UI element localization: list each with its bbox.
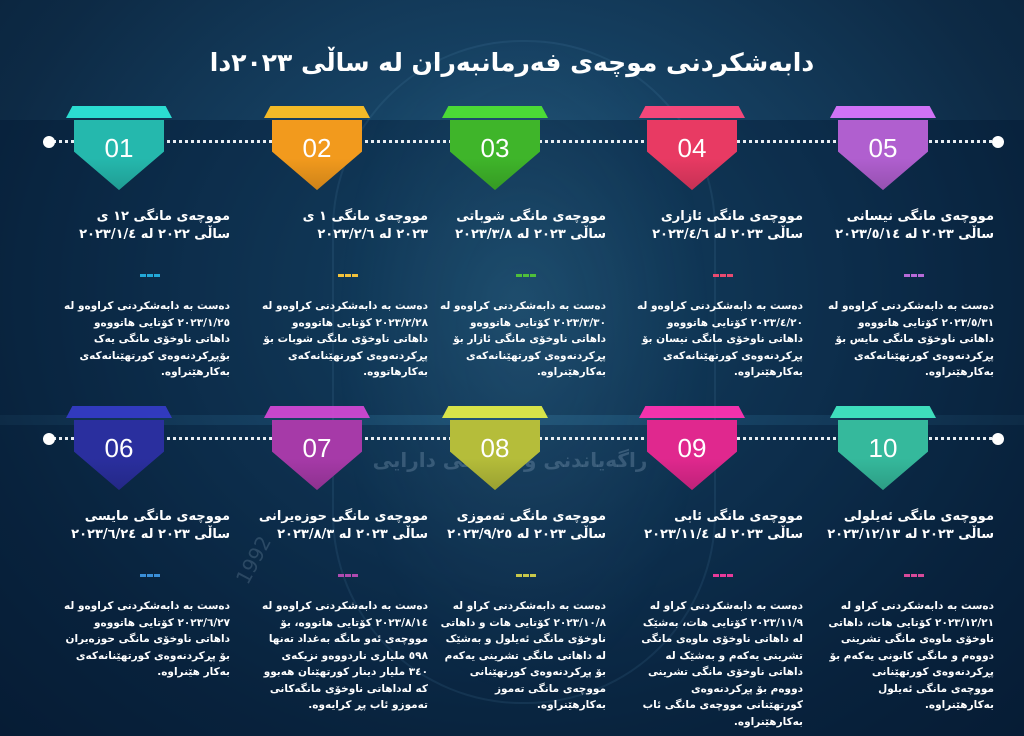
ribbon-tab: [66, 106, 172, 118]
ribbon-tab: [442, 106, 548, 118]
timeline-dot-bottom-right: [992, 433, 1004, 445]
card-body: دەست بە دابەشکردنی کراو لە ٢٠٢٣/١٠/٨ کۆت…: [440, 600, 606, 711]
card-heading: مووچەی مانگی نیسانی ساڵی ٢٠٢٣ لە ٢٠٢٣/٥/١…: [818, 208, 994, 244]
card-heading: مووچەی مانگی ئازاری ساڵی ٢٠٢٣ لە ٢٠٢٣/٤/٦: [627, 208, 803, 244]
card-body: دەست بە دابەشکردنی کراوەو لە ٢٠٢٣/١/٢٥ ک…: [64, 300, 230, 378]
card-divider: [140, 574, 160, 577]
card-title: مووچەی مانگی ١٢ ی: [96, 209, 230, 224]
card-heading: مووچەی مانگی شوباتی ساڵی ٢٠٢٣ لە ٢٠٢٣/٣/٨: [430, 208, 606, 244]
ribbon-tab: [442, 406, 548, 418]
card-divider: [713, 574, 733, 577]
ribbon-tab: [264, 106, 370, 118]
ribbon-tab: [639, 106, 745, 118]
card-divider: [338, 574, 358, 577]
card-divider: [140, 274, 160, 277]
card-subtitle: ساڵی ٢٠٢٣ لە ٢٠٢٣/٦/٢٤: [71, 527, 230, 542]
card-body: دەست بە دابەشکردنی کراوەو لە ٢٠٢٣/٦/٢٧ ک…: [64, 600, 230, 678]
card-title: مووچەی مانگی ئازاری: [660, 209, 803, 224]
card-subtitle: ساڵی ٢٠٢٣ لە ٢٠٢٣/٥/١٤: [835, 227, 994, 242]
card-divider: [516, 574, 536, 577]
card-divider: [904, 274, 924, 277]
card-divider: [713, 274, 733, 277]
card-heading: مووچەی مانگی تەموزی ساڵی ٢٠٢٣ لە ٢٠٢٣/٩/٢…: [430, 508, 606, 544]
card-title: مووچەی مانگی حوزەیرانی: [258, 509, 428, 524]
card-heading: مووچەی مانگی مایسی ساڵی ٢٠٢٣ لە ٢٠٢٣/٦/٢٤: [54, 508, 230, 544]
ribbon-tab: [66, 406, 172, 418]
card-heading: مووچەی مانگی ئەیلولی ساڵی ٢٠٢٣ لە ٢٠٢٣/١٢…: [818, 508, 994, 544]
card-body: دەست بە دابەشکردنی کراوەو لە ٢٠٢٣/٤/٢٠ ک…: [637, 300, 803, 378]
card-subtitle: ساڵی ٢٠٢٣ لە ٢٠٢٣/٤/٦: [652, 227, 803, 242]
card-body: دەست بە دابەشکردنی کراوەو لە ٢٠٢٣/٢/٢٨ ک…: [262, 300, 428, 378]
timeline-dot-top-left: [43, 136, 55, 148]
card-body: دەست بە دابەشکردنی کراوەو لە ٢٠٢٣/٣/٣٠ ک…: [440, 300, 606, 378]
card-divider: [338, 274, 358, 277]
card-body: دەست بە دابەشکردنی کراو لە ٢٠٢٣/١١/٩ کۆت…: [641, 600, 803, 728]
card-title: مووچەی مانگی تەموزی: [456, 509, 606, 524]
card-heading: مووچەی مانگی ١ ی ٢٠٢٣ لە ٢٠٢٣/٢/٦: [252, 208, 428, 244]
card-subtitle: ساڵی ٢٠٢٣ لە ٢٠٢٣/٩/٢٥: [447, 527, 606, 542]
timeline-dot-bottom-left: [43, 433, 55, 445]
card-subtitle: ٢٠٢٣ لە ٢٠٢٣/٢/٦: [317, 227, 428, 242]
ribbon-tab: [264, 406, 370, 418]
timeline-dot-top-right: [992, 136, 1004, 148]
card-subtitle: ساڵی ٢٠٢٣ لە ٢٠٢٣/٣/٨: [455, 227, 606, 242]
card-title: مووچەی مانگی مایسی: [84, 509, 230, 524]
card-body: دەست بە دابەشکردنی کراوەو لە ٢٠٢٣/٥/٣١ ک…: [828, 300, 994, 378]
card-heading: مووچەی مانگی ١٢ ی ساڵی ٢٠٢٢ لە ٢٠٢٣/١/٤: [54, 208, 230, 244]
card-divider: [904, 574, 924, 577]
card-title: مووچەی مانگی ١ ی: [302, 209, 428, 224]
card-subtitle: ساڵی ٢٠٢٣ لە ٢٠٢٣/٨/٣: [277, 527, 428, 542]
ribbon-tab: [830, 106, 936, 118]
card-title: مووچەی مانگی شوباتی: [456, 209, 606, 224]
ribbon-tab: [639, 406, 745, 418]
card-body: دەست بە دابەشکردنی کراو لە ٢٠٢٣/١٢/٢١ کۆ…: [828, 600, 994, 711]
card-title: مووچەی مانگی ئابی: [674, 509, 803, 524]
card-subtitle: ساڵی ٢٠٢٣ لە ٢٠٢٣/١١/٤: [644, 527, 803, 542]
card-subtitle: ساڵی ٢٠٢٣ لە ٢٠٢٣/١٢/١٣: [827, 527, 994, 542]
card-title: مووچەی مانگی ئەیلولی: [843, 509, 994, 524]
card-title: مووچەی مانگی نیسانی: [846, 209, 994, 224]
card-subtitle: ساڵی ٢٠٢٢ لە ٢٠٢٣/١/٤: [79, 227, 230, 242]
card-body: دەست بە دابەشکردنی کراوەو لە ٢٠٢٣/٨/١٤ ک…: [262, 600, 428, 711]
page-title: دابەشکردنی موچەی فەرمانبەران لە ساڵی ٢٠٢…: [209, 48, 815, 77]
ribbon-tab: [830, 406, 936, 418]
card-divider: [516, 274, 536, 277]
card-heading: مووچەی مانگی ئابی ساڵی ٢٠٢٣ لە ٢٠٢٣/١١/٤: [627, 508, 803, 544]
card-heading: مووچەی مانگی حوزەیرانی ساڵی ٢٠٢٣ لە ٢٠٢٣/…: [252, 508, 428, 544]
